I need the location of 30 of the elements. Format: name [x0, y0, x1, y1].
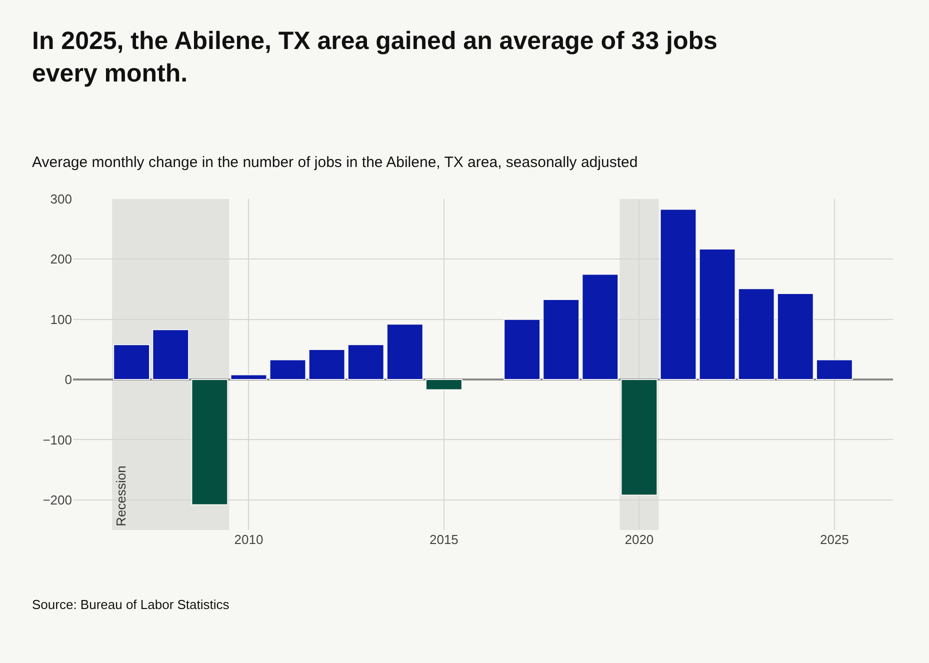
bar	[113, 344, 150, 380]
y-tick-label: 0	[64, 372, 72, 388]
source-note: Source: Bureau of Labor Statistics	[32, 597, 230, 612]
bar	[425, 379, 462, 390]
y-tick-label: −100	[42, 432, 72, 448]
bar	[269, 359, 306, 380]
x-tick-label: 2010	[234, 532, 264, 547]
bar	[776, 292, 814, 380]
bar	[347, 344, 384, 380]
y-tick-label: 300	[50, 192, 72, 207]
bar	[542, 299, 580, 380]
x-tick-label: 2020	[624, 532, 654, 547]
bar	[504, 318, 541, 380]
bar	[816, 359, 853, 380]
y-tick-label: −200	[42, 492, 72, 508]
bar	[738, 288, 775, 380]
bar	[386, 324, 424, 380]
bar	[582, 274, 619, 380]
band-label: Recession	[114, 466, 129, 526]
bar	[152, 329, 190, 380]
y-tick-label: 200	[50, 252, 72, 267]
x-tick-label: 2025	[820, 532, 849, 547]
bar	[698, 248, 736, 380]
chart-title: In 2025, the Abilene, TX area gained an average of 33 jobs every month.	[32, 27, 718, 88]
chart-subtitle: Average monthly change in the number of jobs in the Abilene, TX area, seasonally adjusted	[32, 154, 638, 171]
bar	[191, 379, 228, 506]
bar	[230, 374, 268, 380]
bar	[308, 348, 346, 380]
x-tick-label: 2015	[429, 532, 458, 547]
y-tick-label: 100	[50, 312, 72, 327]
